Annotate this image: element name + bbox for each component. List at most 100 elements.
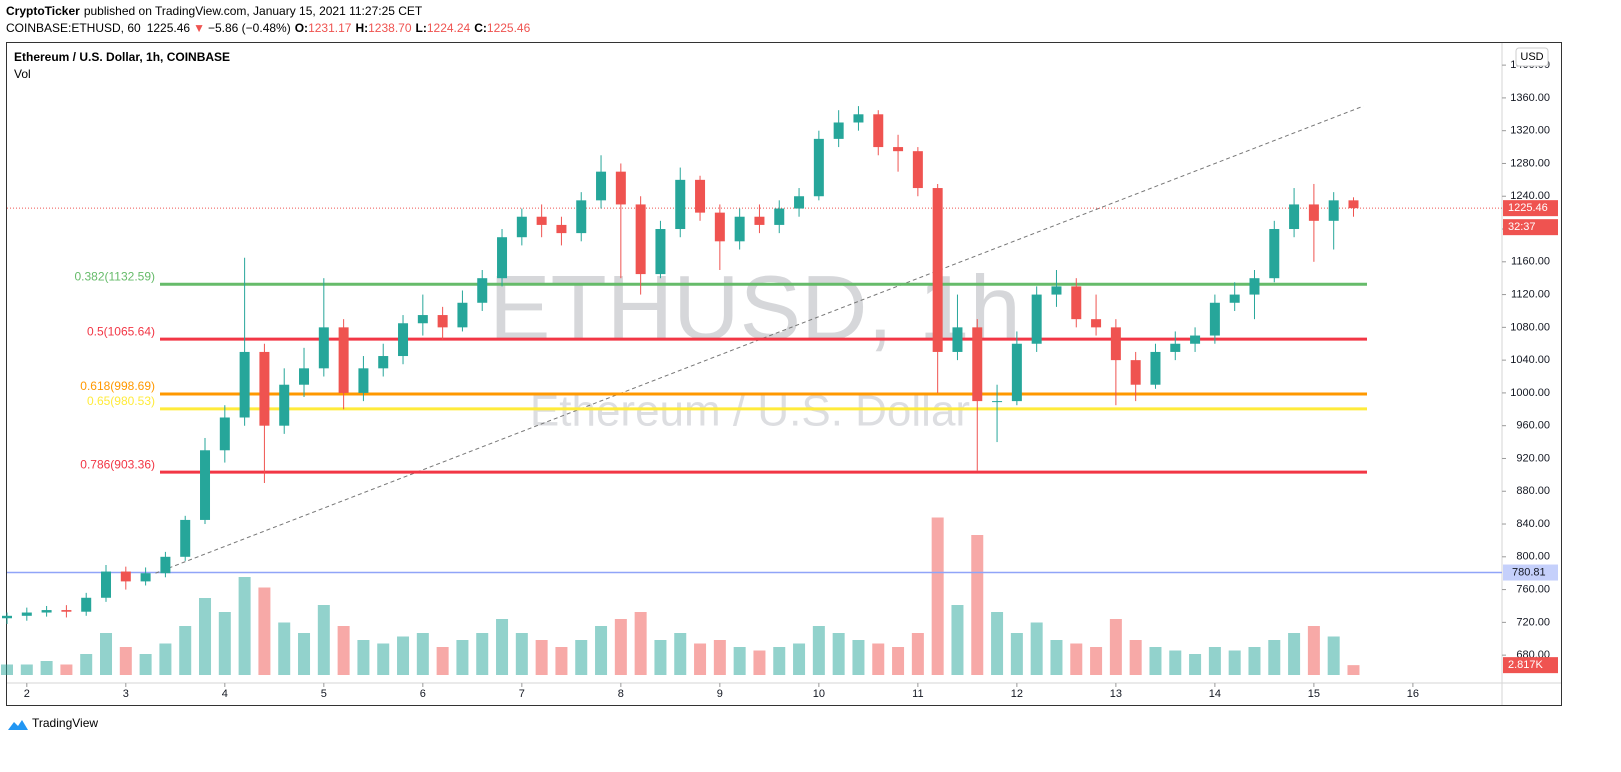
legend-title: Ethereum / U.S. Dollar, 1h, COINBASE: [14, 50, 230, 64]
legend-volume: Vol: [14, 67, 31, 81]
volume-bar: [971, 535, 984, 675]
currency-button[interactable]: [1515, 47, 1549, 67]
y-tick-label: 1320.00: [1510, 125, 1550, 137]
volume-bar: [40, 661, 53, 675]
candle-body: [1071, 286, 1082, 320]
candle-body: [61, 610, 72, 612]
y-tick-label: 840.00: [1516, 518, 1550, 530]
x-tick-label: 3: [123, 688, 129, 700]
volume-bar: [20, 664, 33, 675]
volume-bar: [674, 633, 687, 675]
volume-bar: [1070, 643, 1083, 675]
candle-body: [1170, 343, 1181, 352]
volume-bar: [278, 622, 291, 675]
y-tick-label: 880.00: [1516, 485, 1550, 497]
frame: [6, 42, 1562, 706]
volume-bar: [496, 619, 509, 675]
volume-bar: [951, 605, 964, 675]
candle-body: [655, 229, 666, 275]
volume-bar: [436, 647, 449, 675]
change: −5.86 (−0.48%): [208, 21, 291, 35]
o: 1231.17: [308, 21, 352, 35]
volume-bar: [852, 640, 865, 675]
volume-bar: [139, 654, 152, 675]
candle-body: [516, 216, 527, 238]
h: 1238.70: [368, 21, 412, 35]
x-tick-label: 14: [1209, 688, 1221, 700]
volume-bar: [317, 605, 330, 675]
x-tick-label: 9: [717, 688, 723, 700]
volume-tag-bg: [1503, 657, 1558, 674]
candle-body: [358, 368, 369, 393]
volume-bar: [199, 598, 212, 675]
x-tick-label: 6: [420, 688, 426, 700]
candle-body: [140, 573, 151, 582]
arrow: ▼: [193, 21, 205, 35]
candle-body: [1130, 360, 1141, 385]
volume-bar: [911, 633, 924, 675]
candle-body: [813, 138, 824, 197]
volume-bar: [634, 612, 647, 675]
fib-label: 0.65(980.53): [87, 394, 155, 408]
candle-body: [398, 323, 409, 357]
candle-body: [457, 302, 468, 328]
volume-bar: [713, 640, 726, 675]
y-tick-label: 800.00: [1516, 551, 1550, 563]
volume-bar: [1228, 650, 1241, 675]
candle-body: [2, 615, 12, 619]
candle-body: [1051, 286, 1062, 295]
candle-body: [338, 327, 349, 393]
currency[interactable]: USD: [1520, 51, 1543, 63]
candle-body: [41, 610, 52, 613]
volume-bar: [614, 619, 627, 675]
y-tick-label: 1040.00: [1510, 354, 1550, 366]
x-tick-label: 2: [24, 688, 30, 700]
volume-bar: [694, 643, 707, 675]
candle-body: [893, 147, 904, 152]
candle-body: [615, 171, 626, 205]
footer-brand: TradingView: [32, 716, 98, 730]
volume-bar: [575, 640, 588, 675]
candle-body: [1289, 204, 1300, 230]
volume-bar: [1090, 647, 1103, 675]
volume-bar: [416, 633, 429, 675]
volume-bar: [238, 577, 251, 675]
candle-body: [1328, 200, 1339, 221]
candle-body: [1011, 343, 1022, 402]
x-tick-label: 12: [1011, 688, 1023, 700]
candle-body: [912, 151, 923, 189]
candle-body: [853, 114, 864, 123]
c: 1225.46: [487, 21, 531, 35]
candle-body: [1269, 229, 1280, 279]
volume-bar: [1149, 647, 1162, 675]
x-tick-label: 4: [222, 688, 228, 700]
volume-bar: [80, 654, 93, 675]
volume-bar: [258, 587, 271, 675]
symbol-line: COINBASE:ETHUSD, 60 1225.46 ▼ −5.86 (−0.48%…: [6, 21, 531, 35]
y-tick-label: 1360.00: [1510, 92, 1550, 104]
volume-bar: [1169, 650, 1182, 675]
y-tick-label: 1160.00: [1511, 256, 1550, 268]
y-tick-label: 720.00: [1516, 616, 1550, 628]
volume-bar: [1189, 654, 1202, 675]
candle-body: [695, 179, 706, 213]
candle-body: [1249, 278, 1260, 295]
volume-bar: [832, 633, 845, 675]
hline-tag-bg: [1503, 564, 1558, 581]
candle-body: [239, 351, 250, 418]
volume-bar: [1307, 626, 1320, 675]
candle-body: [81, 597, 92, 612]
volume-bar: [337, 626, 350, 675]
candle-body: [1110, 327, 1121, 361]
volume-bar: [733, 647, 746, 675]
volume-bar: [753, 650, 766, 675]
candle-body: [754, 216, 765, 225]
candle-body: [794, 196, 805, 209]
x-tick-label: 11: [912, 688, 923, 700]
volume-bar: [1327, 636, 1340, 675]
volume-bar: [535, 640, 548, 675]
candle-body: [318, 327, 329, 369]
volume-bar: [298, 633, 311, 675]
